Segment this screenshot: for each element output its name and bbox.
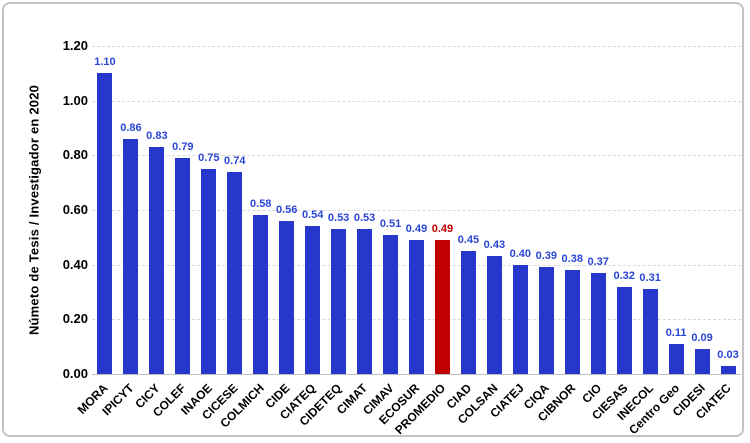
gridline (92, 155, 741, 157)
gridline (92, 46, 741, 47)
bar-value-label: 0.79 (172, 141, 194, 154)
bar-value-label: 0.38 (561, 253, 583, 266)
bar-value-label: 0.51 (379, 217, 402, 230)
bar-value-label: 0.86 (120, 121, 142, 134)
bar-value-label: 0.11 (665, 326, 687, 339)
bar (486, 256, 502, 374)
bar (149, 147, 165, 374)
plot-container: Númeto de Tesis / Investigador en 2020 0… (4, 4, 742, 437)
bar-value-label: 0.53 (353, 212, 376, 225)
y-tick-label: 0.60 (62, 202, 88, 217)
bar-value-label: 0.58 (250, 198, 272, 211)
bar (227, 171, 243, 374)
bar (538, 267, 554, 374)
bar-value-label: 0.09 (691, 332, 713, 345)
bar (460, 251, 476, 374)
bar (97, 73, 113, 374)
bar (331, 229, 347, 374)
gridline (92, 210, 741, 211)
y-tick-label: 0.40 (62, 256, 88, 272)
bar (123, 138, 139, 374)
bar-value-label: 0.75 (198, 152, 220, 164)
y-tick-label: 1.20 (62, 38, 88, 53)
bar-value-label: 0.53 (327, 212, 350, 225)
y-tick-label: 0.20 (62, 311, 88, 327)
bar-value-label: 1.10 (94, 56, 116, 69)
bar-value-label: 0.39 (535, 250, 557, 263)
bar-value-label: 0.49 (405, 223, 428, 236)
y-tick-label: 0.80 (62, 147, 88, 163)
bar (357, 229, 373, 374)
bar (253, 215, 269, 374)
bar (201, 169, 217, 374)
bar (668, 343, 684, 374)
bar (616, 286, 632, 374)
bar-value-label: 0.45 (457, 234, 480, 246)
bar (279, 220, 295, 374)
bar-chart: Númeto de Tesis / Investigador en 2020 0… (2, 2, 744, 437)
bar (409, 240, 424, 374)
bar-value-label: 0.54 (301, 209, 324, 222)
bar (512, 264, 528, 374)
bar (642, 289, 658, 374)
bar-value-label: 0.32 (613, 269, 635, 282)
bar-value-label: 0.49 (431, 223, 454, 236)
bar-value-label: 0.37 (587, 255, 609, 268)
bar (305, 226, 321, 374)
bar-value-label: 0.74 (224, 154, 246, 167)
bar (590, 272, 606, 374)
bar (694, 349, 710, 374)
y-tick-label: 1.00 (62, 92, 88, 108)
bar (175, 158, 191, 374)
bar-value-label: 0.03 (717, 348, 739, 361)
bar-highlight-promedio (434, 240, 450, 374)
bar (564, 270, 580, 374)
bar-value-label: 0.56 (275, 203, 298, 216)
bar-value-label: 0.40 (509, 247, 532, 260)
bar-value-label: 0.31 (639, 272, 661, 285)
bar-value-label: 0.43 (483, 239, 506, 252)
bar-value-label: 0.83 (146, 130, 168, 143)
y-tick-label: 0.00 (62, 366, 88, 381)
x-axis-line (92, 374, 741, 375)
gridline (92, 100, 741, 102)
bar (383, 234, 399, 374)
bar (720, 365, 736, 374)
